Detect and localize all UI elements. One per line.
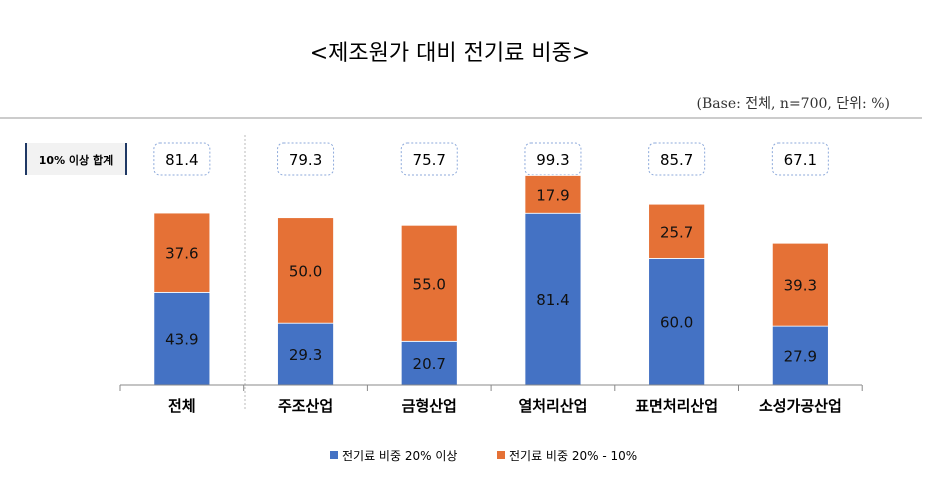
x-tick-label: 금형산업 bbox=[402, 397, 457, 415]
bar-segment bbox=[524, 212, 582, 386]
total-box bbox=[771, 142, 829, 176]
bar-segment bbox=[153, 212, 211, 293]
bar-segment bbox=[648, 203, 706, 259]
bar-segment bbox=[400, 340, 458, 386]
total-label: 81.4 bbox=[165, 151, 198, 169]
legend: 전기료 비중 20% 이상 전기료 비중 20% - 10% bbox=[330, 449, 637, 463]
x-tick-label: 열처리산업 bbox=[518, 397, 587, 415]
legend-label: 전기료 비중 20% - 10% bbox=[509, 449, 637, 463]
total-box bbox=[400, 142, 458, 176]
bar-segment bbox=[277, 322, 334, 386]
data-label: 50.0 bbox=[289, 262, 322, 280]
legend-swatch bbox=[497, 451, 505, 459]
bar-segment bbox=[524, 175, 582, 214]
bar-segment bbox=[277, 217, 334, 324]
data-label: 20.7 bbox=[413, 355, 446, 373]
legend-label: 전기료 비중 20% 이상 bbox=[342, 449, 457, 463]
data-label: 43.9 bbox=[165, 331, 198, 349]
total-label: 67.1 bbox=[784, 151, 817, 169]
bar-segment bbox=[400, 224, 458, 342]
data-label: 37.6 bbox=[165, 245, 198, 263]
data-label: 81.4 bbox=[536, 291, 569, 309]
x-tick-label: 소성가공산업 bbox=[759, 397, 842, 415]
data-label: 17.9 bbox=[536, 186, 569, 204]
bar-segment bbox=[771, 325, 829, 386]
data-label: 29.3 bbox=[289, 346, 322, 364]
legend-swatch bbox=[330, 451, 338, 459]
total-box bbox=[524, 142, 582, 176]
chart-title: <제조원가 대비 전기료 비중> bbox=[310, 41, 591, 66]
total-label: 79.3 bbox=[289, 151, 322, 169]
bar-segment bbox=[153, 291, 211, 386]
x-tick-label: 전체 bbox=[168, 397, 196, 415]
data-label: 39.3 bbox=[784, 277, 817, 295]
total-label: 85.7 bbox=[660, 151, 693, 169]
data-label: 60.0 bbox=[660, 314, 693, 332]
total-row-label: 10% 이상 합계 bbox=[39, 153, 113, 167]
total-box bbox=[153, 142, 211, 176]
total-label: 99.3 bbox=[536, 151, 569, 169]
data-label: 55.0 bbox=[413, 275, 446, 293]
bar-segment bbox=[648, 257, 706, 386]
x-tick-label: 주조산업 bbox=[278, 397, 333, 415]
bar-segment bbox=[771, 242, 829, 327]
total-label-bg bbox=[26, 143, 126, 175]
total-label: 75.7 bbox=[413, 151, 446, 169]
total-box bbox=[277, 142, 335, 176]
x-tick-label: 표면처리산업 bbox=[635, 397, 718, 415]
data-label: 27.9 bbox=[784, 348, 817, 366]
total-box bbox=[648, 142, 706, 176]
data-label: 25.7 bbox=[660, 223, 693, 241]
chart-subtitle: (Base: 전체, n=700, 단위: %) bbox=[697, 96, 890, 112]
